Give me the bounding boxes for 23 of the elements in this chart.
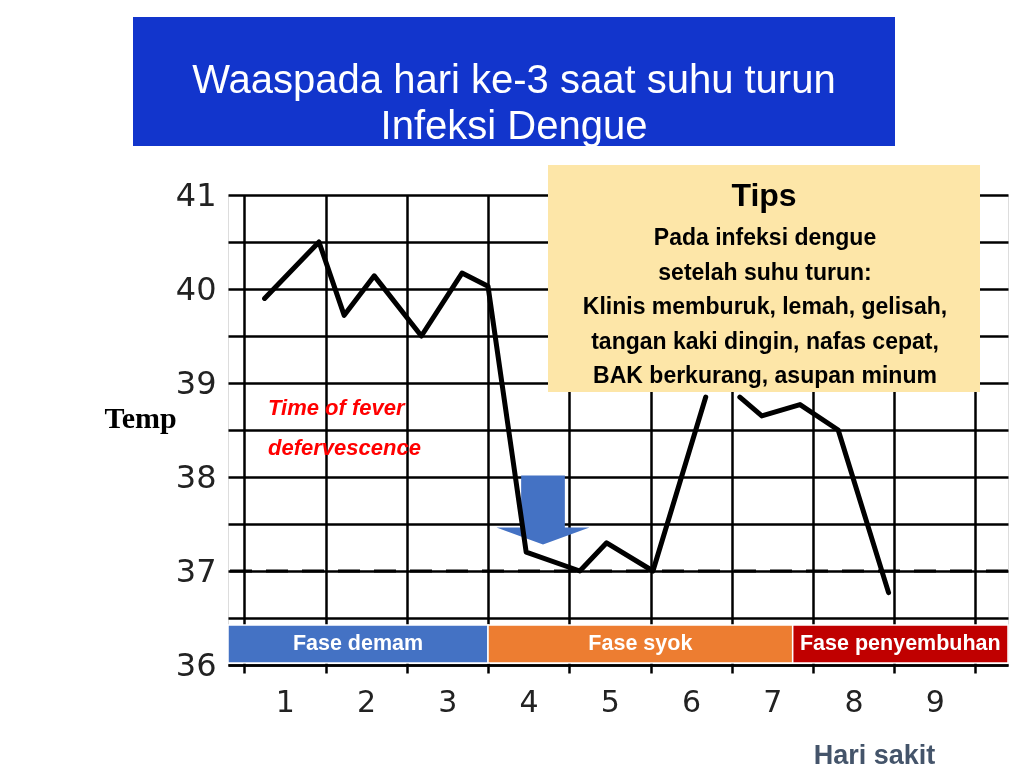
annotation: Tips (731, 177, 797, 213)
annotation: Pada infeksi dengue setelah suhu turun: Klinis memburuk, lemah, gelisah, tangan kaki dingin, nafas cepat, BAK berkurang, asupan minum (582, 224, 948, 388)
y-axis-title: Temp (104, 400, 177, 434)
y-tick-label: 41 (175, 175, 217, 214)
y-tick-label: 37 (175, 551, 217, 590)
y-tick-label: 38 (175, 457, 217, 496)
x-tick-label: 8 (844, 683, 864, 719)
x-tick-label: 2 (357, 683, 377, 719)
y-tick-label: 40 (175, 269, 217, 308)
x-tick-label: 1 (275, 683, 295, 719)
x-tick-label: 9 (925, 683, 945, 719)
x-axis-title: Hari sakit (813, 739, 936, 770)
band-label: Fase syok (588, 631, 693, 655)
x-tick-label: 4 (519, 683, 539, 719)
x-tick-label: 7 (763, 683, 783, 719)
y-tick-label: 36 (175, 645, 217, 684)
y-tick-label: 39 (175, 363, 217, 402)
x-tick-label: 6 (682, 683, 702, 719)
chart-title: Waaspada hari ke-3 saat suhu turun Infeksi Dengue (192, 57, 836, 147)
band-label: Fase demam (292, 631, 424, 655)
x-tick-label: 5 (600, 683, 620, 719)
band-label: Fase penyembuhan (799, 631, 1001, 655)
x-tick-label: 3 (438, 683, 458, 719)
